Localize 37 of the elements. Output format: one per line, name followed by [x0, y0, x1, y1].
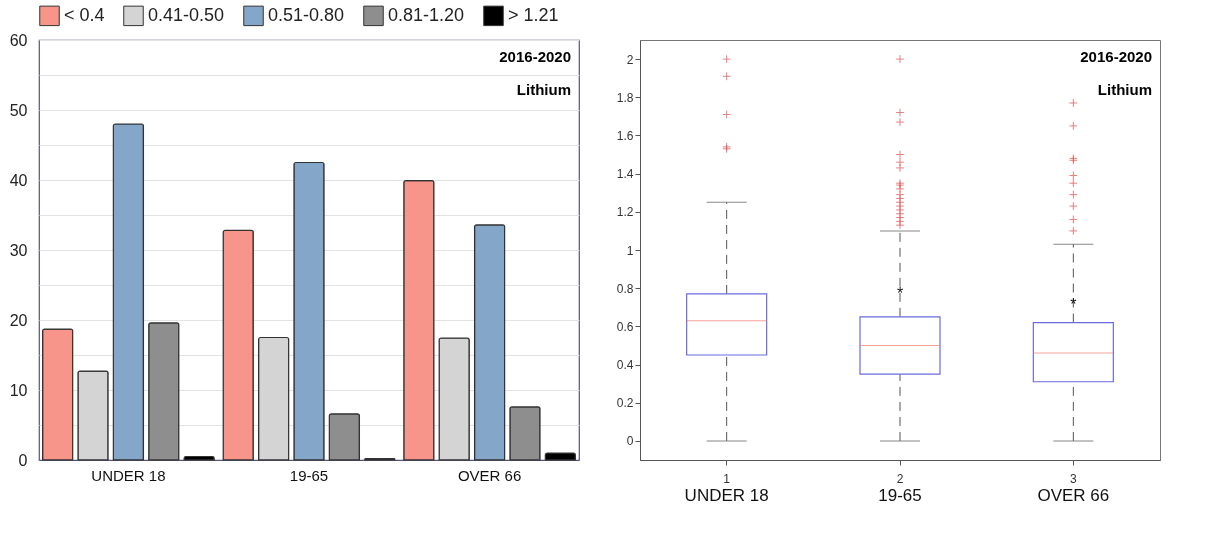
y-tick-label: 1.8	[616, 90, 634, 105]
x-tick-label: 19-65	[289, 466, 329, 484]
annotation: 2016-2020	[499, 48, 571, 65]
legend-label: 0.81-1.20	[388, 4, 465, 25]
y-tick-label: 0.2	[616, 396, 634, 411]
y-tick-label: 10	[9, 381, 28, 399]
legend-label: 0.51-0.80	[268, 4, 345, 25]
y-tick-label: 1.2	[616, 205, 634, 220]
y-tick-label: 40	[9, 171, 28, 189]
y-tick-label: 20	[9, 311, 28, 329]
y-tick-label: 0.6	[616, 319, 634, 334]
y-tick-label: 0.8	[616, 281, 634, 296]
annotation: Lithium	[516, 81, 571, 98]
text: UNDER 18	[684, 486, 769, 505]
text: 19-65	[878, 486, 922, 505]
legend-label: 0.41-0.50	[148, 4, 225, 25]
annotation: *	[896, 284, 904, 302]
text: OVER 66	[1037, 486, 1110, 505]
y-tick-label: 50	[9, 101, 28, 119]
y-tick-label: 0	[18, 451, 28, 469]
y-tick-label: 0.4	[616, 358, 634, 373]
y-tick-label: 1.6	[616, 128, 634, 143]
y-tick-label: 1	[626, 243, 634, 258]
y-tick-label: 30	[9, 241, 28, 259]
y-tick-label: 60	[9, 31, 28, 49]
x-tick-label: 1	[723, 471, 731, 486]
x-tick-label: OVER 66	[457, 466, 522, 484]
x-tick-label: 3	[1069, 471, 1077, 486]
x-tick-label: UNDER 18	[91, 466, 166, 484]
y-tick-label: 1.4	[616, 167, 634, 182]
y-tick-label: 2	[626, 52, 634, 67]
annotation: 2016-2020	[1080, 48, 1152, 65]
annotation: Lithium	[1097, 81, 1152, 98]
legend-label: > 1.21	[508, 4, 559, 25]
legend-label: < 0.4	[64, 4, 105, 25]
y-tick-label: 0	[626, 434, 634, 449]
x-tick-label: 2	[896, 471, 904, 486]
